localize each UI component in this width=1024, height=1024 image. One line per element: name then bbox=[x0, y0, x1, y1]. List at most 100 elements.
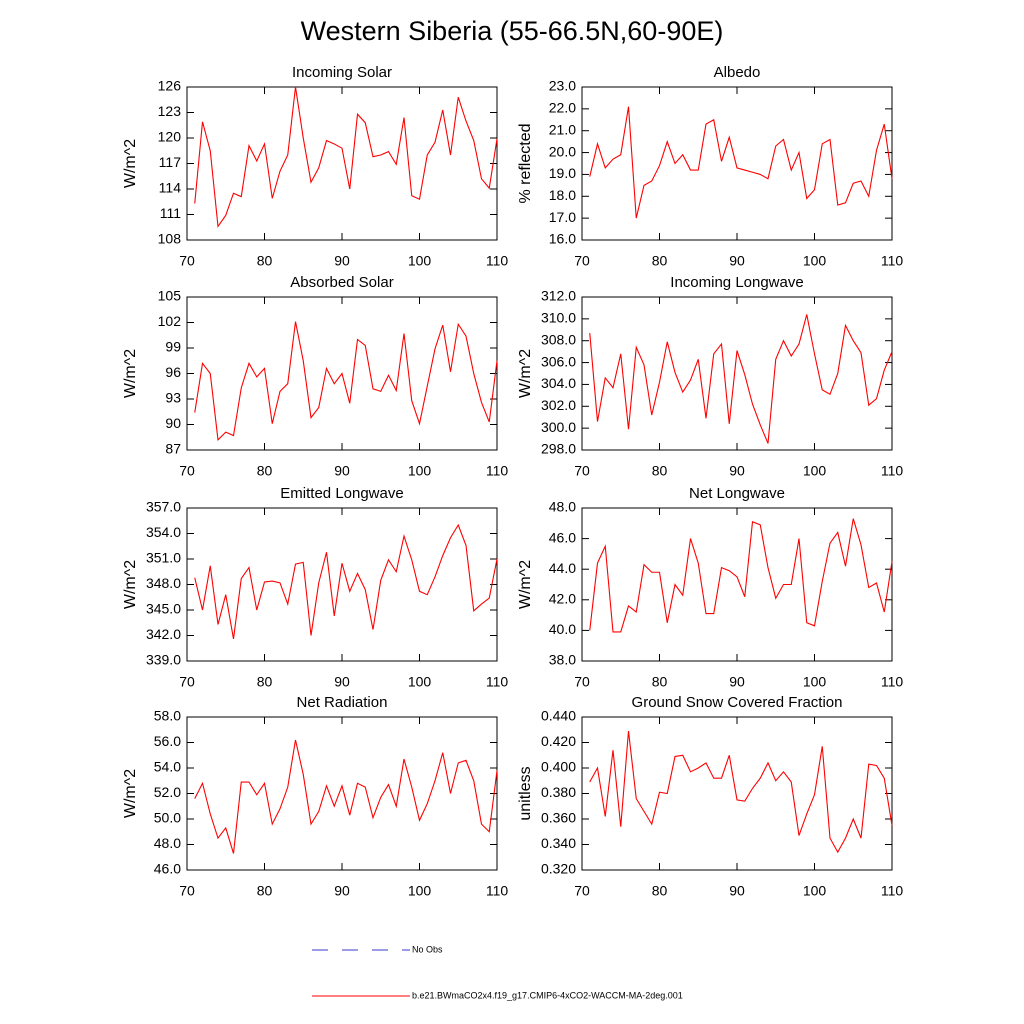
panel-title: Albedo bbox=[714, 64, 761, 81]
panel-title: Incoming Longwave bbox=[670, 274, 803, 291]
x-tick-label: 90 bbox=[729, 463, 745, 479]
x-tick-label: 70 bbox=[574, 253, 590, 269]
x-tick-label: 100 bbox=[408, 463, 432, 479]
y-tick-label: 108 bbox=[158, 231, 182, 247]
x-tick-label: 70 bbox=[179, 674, 195, 690]
data-line bbox=[194, 523, 498, 639]
x-tick-label: 110 bbox=[881, 463, 904, 479]
x-tick-label: 110 bbox=[881, 674, 904, 690]
plot-frame bbox=[186, 86, 498, 241]
y-tick-label: 308.0 bbox=[541, 331, 576, 347]
y-tick-label: 0.340 bbox=[541, 835, 576, 851]
x-tick-label: 110 bbox=[881, 253, 904, 269]
y-tick-label: 123 bbox=[158, 103, 182, 119]
y-tick-label: 99 bbox=[165, 339, 181, 355]
x-tick-label: 100 bbox=[803, 674, 827, 690]
y-tick-label: 54.0 bbox=[154, 759, 181, 775]
y-tick-label: 120 bbox=[158, 129, 182, 145]
data-line bbox=[194, 739, 498, 854]
x-tick-label: 110 bbox=[486, 253, 509, 269]
x-tick-label: 100 bbox=[803, 463, 827, 479]
y-tick-label: 0.380 bbox=[541, 784, 576, 800]
y-tick-label: 42.0 bbox=[549, 591, 576, 607]
x-tick-label: 110 bbox=[486, 883, 509, 899]
data-line bbox=[589, 730, 893, 854]
y-tick-label: 0.360 bbox=[541, 810, 576, 826]
y-tick-label: 87 bbox=[165, 441, 181, 457]
x-tick-label: 110 bbox=[486, 674, 509, 690]
data-line bbox=[589, 518, 893, 633]
y-tick-label: 339.0 bbox=[146, 652, 181, 668]
x-tick-label: 70 bbox=[574, 883, 590, 899]
y-tick-label: 117 bbox=[159, 154, 182, 170]
x-tick-label: 70 bbox=[179, 883, 195, 899]
x-tick-label: 90 bbox=[334, 463, 350, 479]
y-tick-label: 357.0 bbox=[146, 499, 181, 515]
x-tick-label: 70 bbox=[574, 674, 590, 690]
x-tick-label: 80 bbox=[257, 463, 273, 479]
y-tick-label: 56.0 bbox=[154, 733, 181, 749]
y-axis-label: W/m^2 bbox=[517, 349, 534, 398]
y-axis-label: W/m^2 bbox=[517, 560, 534, 609]
x-tick-label: 110 bbox=[486, 463, 509, 479]
y-tick-label: 44.0 bbox=[549, 560, 576, 576]
y-tick-label: 126 bbox=[158, 78, 182, 94]
y-tick-label: 312.0 bbox=[541, 288, 576, 304]
y-tick-label: 48.0 bbox=[549, 499, 576, 515]
x-tick-label: 70 bbox=[574, 463, 590, 479]
y-tick-label: 304.0 bbox=[541, 375, 576, 391]
y-tick-label: 16.0 bbox=[549, 231, 576, 247]
y-tick-label: 302.0 bbox=[541, 397, 576, 413]
y-tick-label: 342.0 bbox=[146, 626, 181, 642]
x-tick-label: 90 bbox=[729, 883, 745, 899]
y-tick-label: 111 bbox=[160, 205, 181, 221]
x-tick-label: 90 bbox=[334, 883, 350, 899]
x-tick-label: 90 bbox=[729, 674, 745, 690]
y-tick-label: 114 bbox=[159, 180, 182, 196]
plot-frame bbox=[581, 716, 893, 871]
y-tick-label: 40.0 bbox=[549, 621, 576, 637]
x-tick-label: 80 bbox=[257, 253, 273, 269]
y-tick-label: 52.0 bbox=[154, 784, 181, 800]
y-tick-label: 0.320 bbox=[541, 861, 576, 877]
y-tick-label: 48.0 bbox=[154, 835, 181, 851]
legend-label: No Obs bbox=[412, 944, 443, 954]
y-tick-label: 354.0 bbox=[146, 524, 181, 540]
panel-title: Ground Snow Covered Fraction bbox=[632, 694, 843, 711]
y-tick-label: 0.420 bbox=[541, 733, 576, 749]
x-tick-label: 80 bbox=[652, 463, 668, 479]
y-tick-label: 46.0 bbox=[154, 861, 181, 877]
y-tick-label: 105 bbox=[158, 288, 182, 304]
x-tick-label: 80 bbox=[652, 253, 668, 269]
x-tick-label: 80 bbox=[652, 883, 668, 899]
data-line bbox=[194, 86, 498, 228]
y-tick-label: 90 bbox=[165, 415, 181, 431]
x-tick-label: 90 bbox=[334, 253, 350, 269]
panel-title: Absorbed Solar bbox=[290, 274, 393, 291]
x-tick-label: 100 bbox=[803, 253, 827, 269]
x-tick-label: 80 bbox=[257, 883, 273, 899]
x-tick-label: 90 bbox=[729, 253, 745, 269]
panel-title: Net Radiation bbox=[297, 694, 388, 711]
y-tick-label: 18.0 bbox=[549, 187, 576, 203]
panel-title: Emitted Longwave bbox=[280, 485, 403, 502]
plot-frame bbox=[581, 507, 893, 662]
x-tick-label: 70 bbox=[179, 463, 195, 479]
x-tick-label: 80 bbox=[652, 674, 668, 690]
data-line bbox=[589, 314, 893, 444]
y-tick-label: 58.0 bbox=[154, 708, 181, 724]
y-tick-label: 345.0 bbox=[146, 601, 181, 617]
panel-title: Net Longwave bbox=[689, 485, 785, 502]
y-tick-label: 23.0 bbox=[549, 78, 576, 94]
data-line bbox=[194, 321, 498, 441]
y-tick-label: 348.0 bbox=[146, 575, 181, 591]
y-tick-label: 310.0 bbox=[541, 310, 576, 326]
y-tick-label: 17.0 bbox=[549, 209, 576, 225]
y-tick-label: 20.0 bbox=[549, 143, 576, 159]
y-tick-label: 46.0 bbox=[549, 529, 576, 545]
legend-label: b.e21.BWmaCO2x4.f19_g17.CMIP6-4xCO2-WACC… bbox=[412, 990, 683, 1000]
panel-title: Incoming Solar bbox=[292, 64, 392, 81]
y-tick-label: 21.0 bbox=[549, 121, 576, 137]
y-axis-label: W/m^2 bbox=[122, 349, 139, 398]
y-axis-label: W/m^2 bbox=[122, 139, 139, 188]
